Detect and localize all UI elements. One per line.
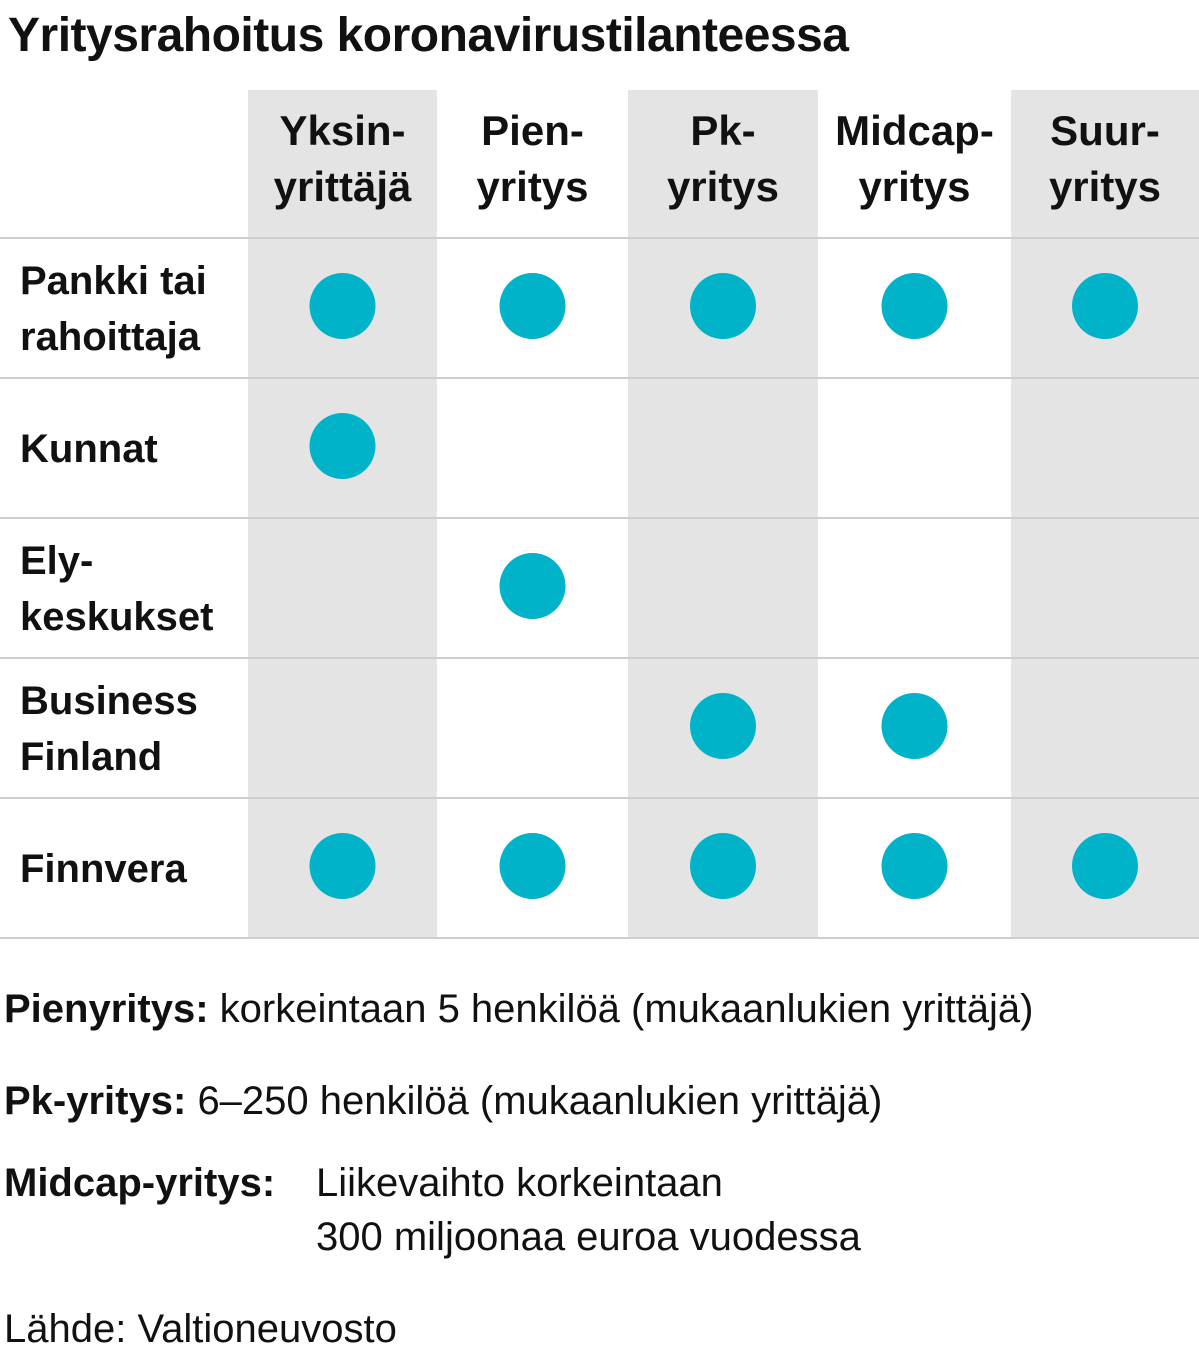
availability-dot — [690, 693, 756, 759]
column-header-line: Pk- — [690, 107, 755, 154]
row-label-line: Finnvera — [20, 847, 187, 891]
column-header-line: yritys — [667, 163, 779, 210]
column-shade — [248, 90, 437, 938]
column-header-line: Midcap- — [835, 107, 994, 154]
row-label-line: rahoittaja — [20, 315, 201, 359]
availability-dot — [1072, 833, 1138, 899]
row-label-line: keskukset — [20, 595, 213, 639]
availability-dot — [881, 833, 948, 899]
availability-dot — [690, 273, 756, 339]
column-header-line: Pien- — [481, 107, 584, 154]
note-text-line-1: Liikevaihto korkeintaan — [316, 1161, 723, 1205]
availability-dot — [499, 273, 566, 339]
note-text: 6–250 henkilöä (mukaanlukien yrittäjä) — [197, 1079, 883, 1123]
note-term: Pienyritys: — [4, 987, 209, 1031]
note-midcap-yritys: Midcap-yritys: Liikevaihto korkeintaan 3… — [4, 1156, 1194, 1266]
column-header-line: yritys — [858, 163, 970, 210]
row-label-line: Kunnat — [20, 427, 158, 471]
source-note: Lähde: Valtioneuvosto — [4, 1307, 397, 1351]
column-shade — [628, 90, 818, 938]
column-header-line: yritys — [1049, 163, 1161, 210]
availability-dot — [309, 833, 376, 899]
funding-matrix: Yksin-yrittäjä Pien-yritys Pk-yritys Midcap… — [0, 90, 1199, 939]
note-pk-yritys: Pk-yritys: 6–250 henkilöä (mukaanlukien … — [4, 1074, 882, 1128]
availability-dot — [499, 553, 566, 619]
availability-dot — [309, 413, 376, 479]
note-text-line-2: 300 miljoonaa euroa vuodessa — [316, 1215, 861, 1259]
availability-dot — [881, 693, 948, 759]
note-term: Midcap-yritys: — [4, 1161, 276, 1205]
availability-dot — [1072, 273, 1138, 339]
note-pienyritys: Pienyritys: korkeintaan 5 henkilöä (muka… — [4, 982, 1033, 1036]
availability-dot — [309, 273, 376, 339]
row-label-line: Ely- — [20, 539, 93, 583]
column-header-line: yrittäjä — [274, 163, 412, 210]
row-label-line: Finland — [20, 735, 162, 779]
note-text: korkeintaan 5 henkilöä (mukaanlukien yri… — [219, 987, 1034, 1031]
column-header-line: Yksin- — [279, 107, 405, 154]
row-label-line: Business — [20, 679, 198, 723]
chart-title: Yritysrahoitus koronavirustilanteessa — [8, 9, 849, 62]
availability-dot — [499, 833, 566, 899]
row-label-line: Pankki tai — [20, 259, 207, 303]
availability-dot — [881, 273, 948, 339]
column-header-line: yritys — [476, 163, 588, 210]
column-header-line: Suur- — [1050, 107, 1160, 154]
note-term: Pk-yritys: — [4, 1079, 187, 1123]
availability-dot — [690, 833, 756, 899]
column-shade — [1011, 90, 1199, 938]
